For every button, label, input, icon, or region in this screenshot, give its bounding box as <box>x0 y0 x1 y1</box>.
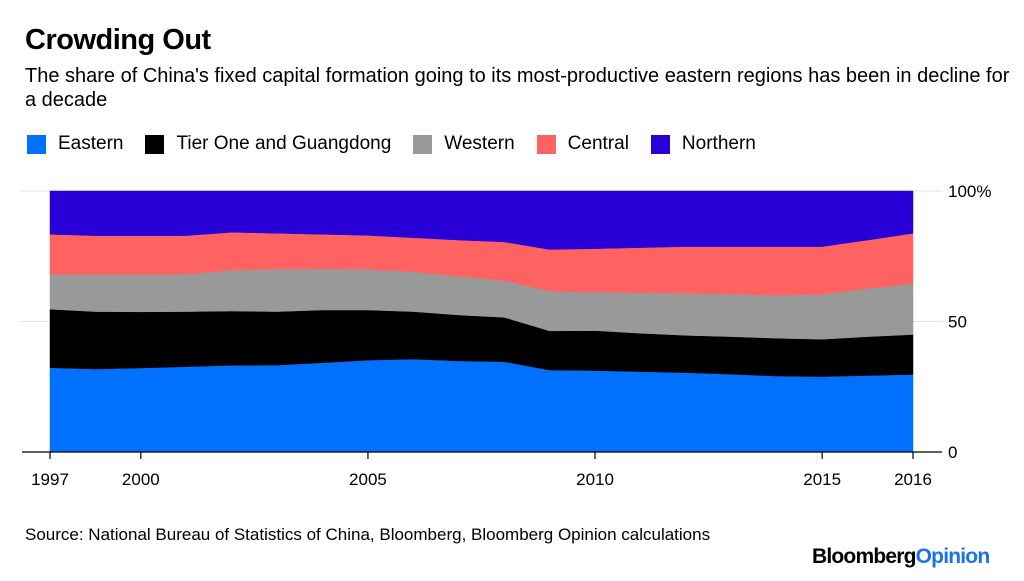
legend-swatch <box>145 134 165 154</box>
chart-title: Crowding Out <box>25 24 211 56</box>
legend-label: Central <box>567 133 629 154</box>
legend-swatch <box>650 134 670 154</box>
legend-item-western: Western <box>413 133 515 155</box>
area-northern <box>49 190 914 250</box>
legend-item-tier-one: Tier One and Guangdong <box>145 133 391 155</box>
legend-label: Tier One and Guangdong <box>176 133 392 154</box>
logo-suffix: Opinion <box>915 545 991 568</box>
legend-swatch <box>536 134 556 154</box>
x-tick-label: 2005 <box>349 470 387 489</box>
x-tick-label: 2016 <box>894 470 932 489</box>
x-tick-label: 1997 <box>31 470 69 489</box>
chart-subtitle: The share of China's fixed capital forma… <box>25 65 1010 111</box>
bloomberg-opinion-logo: BloombergOpinion <box>812 545 991 569</box>
legend-item-central: Central <box>536 133 629 155</box>
legend-label: Eastern <box>58 133 124 154</box>
legend-label: Western <box>444 133 515 154</box>
legend-item-eastern: Eastern <box>27 133 123 155</box>
logo-brand: Bloomberg <box>812 545 916 568</box>
legend-label: Northern <box>681 133 756 154</box>
legend-swatch <box>27 134 46 154</box>
x-tick-label: 2015 <box>803 470 841 489</box>
x-tick-label: 2010 <box>576 470 614 489</box>
source-note: Source: National Bureau of Statistics of… <box>25 525 711 544</box>
x-tick-label: 2000 <box>122 470 160 489</box>
legend-swatch <box>413 134 433 154</box>
y-tick-label: 0 <box>948 443 957 462</box>
legend: Eastern Tier One and Guangdong Western C… <box>27 133 778 155</box>
legend-item-northern: Northern <box>650 133 756 155</box>
y-tick-label: 50 <box>948 313 967 332</box>
y-tick-label: 100% <box>948 182 991 201</box>
